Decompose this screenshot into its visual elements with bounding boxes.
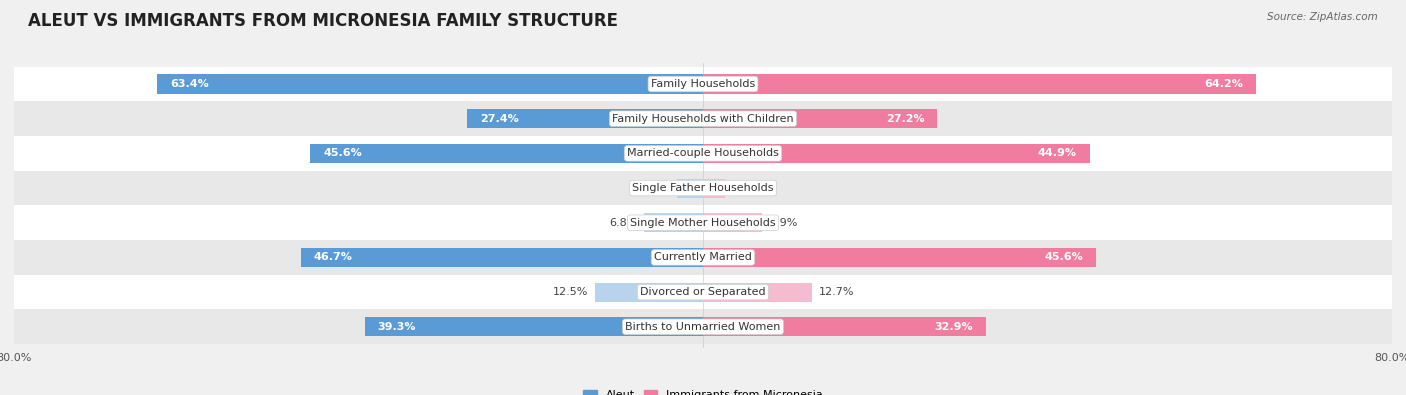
Bar (301, 248, 703, 267)
Text: 63.4%: 63.4% (170, 79, 208, 89)
Bar (703, 179, 725, 198)
Bar (703, 144, 1090, 163)
Text: Family Households: Family Households (651, 79, 755, 89)
Text: 44.9%: 44.9% (1038, 149, 1077, 158)
Bar (703, 282, 813, 302)
Bar (703, 317, 987, 336)
Text: 27.2%: 27.2% (886, 114, 924, 124)
Legend: Aleut, Immigrants from Micronesia: Aleut, Immigrants from Micronesia (579, 386, 827, 395)
Text: ALEUT VS IMMIGRANTS FROM MICRONESIA FAMILY STRUCTURE: ALEUT VS IMMIGRANTS FROM MICRONESIA FAMI… (28, 12, 619, 30)
Text: 27.4%: 27.4% (479, 114, 519, 124)
Bar (364, 317, 703, 336)
Text: 64.2%: 64.2% (1204, 79, 1243, 89)
Text: 6.8%: 6.8% (609, 218, 637, 228)
Bar (703, 109, 938, 128)
Bar (595, 282, 703, 302)
FancyBboxPatch shape (14, 240, 1392, 275)
Bar (703, 75, 1256, 94)
Text: 2.6%: 2.6% (733, 183, 761, 193)
Text: Single Father Households: Single Father Households (633, 183, 773, 193)
Text: Family Households with Children: Family Households with Children (612, 114, 794, 124)
Bar (703, 248, 1095, 267)
Text: Currently Married: Currently Married (654, 252, 752, 262)
FancyBboxPatch shape (14, 309, 1392, 344)
Text: 12.5%: 12.5% (553, 287, 589, 297)
FancyBboxPatch shape (14, 67, 1392, 102)
FancyBboxPatch shape (14, 102, 1392, 136)
Text: 46.7%: 46.7% (314, 252, 353, 262)
Text: Married-couple Households: Married-couple Households (627, 149, 779, 158)
Bar (311, 144, 703, 163)
FancyBboxPatch shape (14, 136, 1392, 171)
FancyBboxPatch shape (14, 205, 1392, 240)
Bar (467, 109, 703, 128)
FancyBboxPatch shape (14, 275, 1392, 309)
Text: 6.9%: 6.9% (769, 218, 797, 228)
Text: Single Mother Households: Single Mother Households (630, 218, 776, 228)
Text: 39.3%: 39.3% (377, 322, 416, 332)
Text: 45.6%: 45.6% (323, 149, 361, 158)
Bar (157, 75, 703, 94)
Text: Births to Unmarried Women: Births to Unmarried Women (626, 322, 780, 332)
Bar (644, 213, 703, 232)
Text: 3.0%: 3.0% (643, 183, 671, 193)
Text: 32.9%: 32.9% (935, 322, 973, 332)
Bar (678, 179, 703, 198)
Text: Source: ZipAtlas.com: Source: ZipAtlas.com (1267, 12, 1378, 22)
Bar (703, 213, 762, 232)
Text: Divorced or Separated: Divorced or Separated (640, 287, 766, 297)
Text: 45.6%: 45.6% (1045, 252, 1083, 262)
FancyBboxPatch shape (14, 171, 1392, 205)
Text: 12.7%: 12.7% (820, 287, 855, 297)
